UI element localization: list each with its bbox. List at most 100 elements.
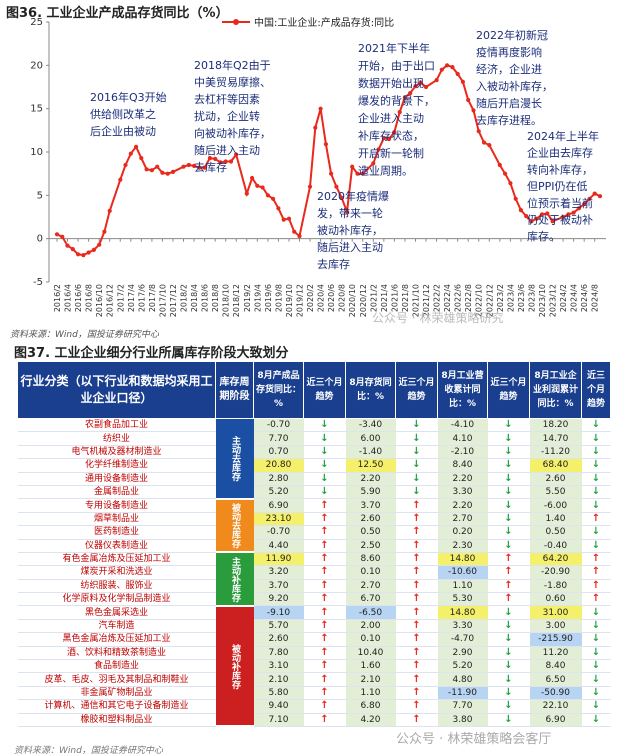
table-row: 电气机械及器材制造业 0.70 ↓ -1.40 ↓ -2.10 ↓ -11.20 ↓: [17, 445, 611, 460]
data-point: [460, 79, 465, 84]
value-cell: 6.00: [345, 431, 396, 446]
arrow-up-icon: ↑: [395, 713, 438, 727]
data-point: [539, 212, 545, 217]
table-row: 黑色金属冶炼及压延加工业 2.60 ↑ 0.10 ↑ -4.70 ↓ -215.90 ↓: [17, 632, 611, 647]
y-tick-label: 5: [37, 190, 43, 201]
value-cell: 3.70: [345, 498, 396, 513]
data-point: [402, 95, 407, 100]
arrow-down-icon: ↓: [303, 418, 346, 433]
arrow-up-icon: ↑: [303, 659, 346, 674]
data-point: [271, 196, 276, 201]
data-point: [445, 63, 450, 68]
data-point: [329, 171, 334, 176]
x-tick-label: 2017/4: [127, 284, 136, 312]
data-point: [128, 151, 133, 156]
industry-name: 橡胶和塑料制品业: [17, 713, 216, 727]
value-cell: -11.90: [437, 686, 488, 701]
arrow-up-icon: ↑: [303, 699, 346, 714]
data-point: [228, 159, 234, 164]
x-tick-label: 2023/8: [527, 284, 536, 312]
value-cell: 3.10: [253, 659, 304, 674]
x-tick-label: 2018/6: [201, 284, 210, 312]
arrow-down-icon: ↓: [395, 472, 438, 486]
header-trend-1: 近三个月趋势: [303, 361, 346, 419]
arrow-up-icon: ↑: [303, 525, 346, 540]
arrow-down-icon: ↓: [303, 458, 346, 473]
industry-name: 食品制造业: [17, 659, 216, 674]
arrow-down-icon: ↓: [581, 619, 611, 634]
arrow-up-icon: ↑: [581, 552, 611, 567]
x-tick-label: 2016/4: [64, 284, 73, 312]
arrow-down-icon: ↓: [581, 445, 611, 460]
arrow-down-icon: ↓: [581, 539, 611, 553]
arrow-up-icon: ↑: [395, 686, 438, 701]
data-point: [86, 250, 91, 255]
annotation-line: 供给侧改革之: [90, 107, 156, 121]
industry-name: 烟草制品业: [17, 512, 216, 527]
arrow-down-icon: ↓: [303, 485, 346, 500]
data-point: [524, 214, 529, 219]
data-point: [70, 247, 75, 252]
data-point: [355, 171, 360, 176]
data-point: [255, 183, 260, 188]
annotation-line: 开启新一轮制: [358, 146, 424, 160]
value-cell: 2.20: [437, 472, 488, 486]
data-point: [439, 67, 444, 72]
arrow-down-icon: ↓: [581, 699, 611, 714]
x-tick-label: 2018/8: [211, 284, 220, 312]
value-cell: 64.20: [529, 552, 582, 567]
arrow-up-icon: ↑: [303, 579, 346, 594]
data-point: [434, 78, 439, 83]
data-point: [102, 229, 107, 234]
x-tick-label: 2016/12: [106, 284, 115, 317]
value-cell: 5.20: [437, 659, 488, 674]
x-tick-label: 2019/12: [296, 284, 305, 317]
x-tick-label: 2018/12: [232, 284, 241, 317]
value-cell: 1.10: [437, 579, 488, 594]
data-point: [123, 162, 128, 168]
arrow-up-icon: ↑: [487, 552, 530, 567]
data-point: [350, 164, 355, 169]
data-point: [534, 216, 539, 221]
data-point: [550, 219, 555, 224]
data-point: [371, 161, 376, 166]
industry-name: 仪器仪表制造业: [17, 539, 216, 553]
data-point: [408, 91, 413, 96]
arrow-down-icon: ↓: [487, 525, 530, 540]
x-tick-label: 2018/2: [180, 284, 189, 312]
value-cell: 2.20: [437, 498, 488, 513]
header-trend-2: 近三个月趋势: [395, 361, 438, 419]
data-point: [423, 84, 429, 90]
arrow-up-icon: ↑: [395, 646, 438, 661]
arrow-up-icon: ↑: [303, 686, 346, 701]
value-cell: 7.70: [253, 431, 304, 446]
arrow-up-icon: ↑: [581, 565, 611, 580]
header-industry: 行业分类（以下行业和数据均采用工业企业口径）: [17, 361, 216, 419]
data-point: [181, 164, 186, 169]
data-point: [281, 217, 286, 222]
data-point: [344, 209, 350, 214]
data-point: [497, 162, 502, 168]
arrow-up-icon: ↑: [487, 565, 530, 580]
value-cell: -1.40: [345, 445, 396, 460]
data-point: [566, 212, 571, 217]
stage-label: 被动去库存: [215, 498, 254, 554]
x-tick-label: 2018/4: [190, 284, 199, 312]
x-tick-label: 2023/12: [549, 284, 558, 317]
arrow-down-icon: ↓: [581, 605, 611, 620]
industry-name: 农副食品加工业: [17, 418, 216, 433]
value-cell: 5.70: [253, 619, 304, 634]
value-cell: 7.10: [253, 713, 304, 727]
value-cell: -0.70: [253, 525, 304, 540]
data-point: [413, 84, 418, 89]
arrow-down-icon: ↓: [487, 539, 530, 553]
y-tick-label: 10: [30, 147, 43, 158]
x-tick-label: 2021/4: [380, 284, 389, 312]
value-cell: 2.60: [529, 472, 582, 486]
x-tick-label: 2020/12: [359, 284, 368, 317]
data-point: [487, 143, 492, 148]
arrow-up-icon: ↑: [395, 592, 438, 607]
